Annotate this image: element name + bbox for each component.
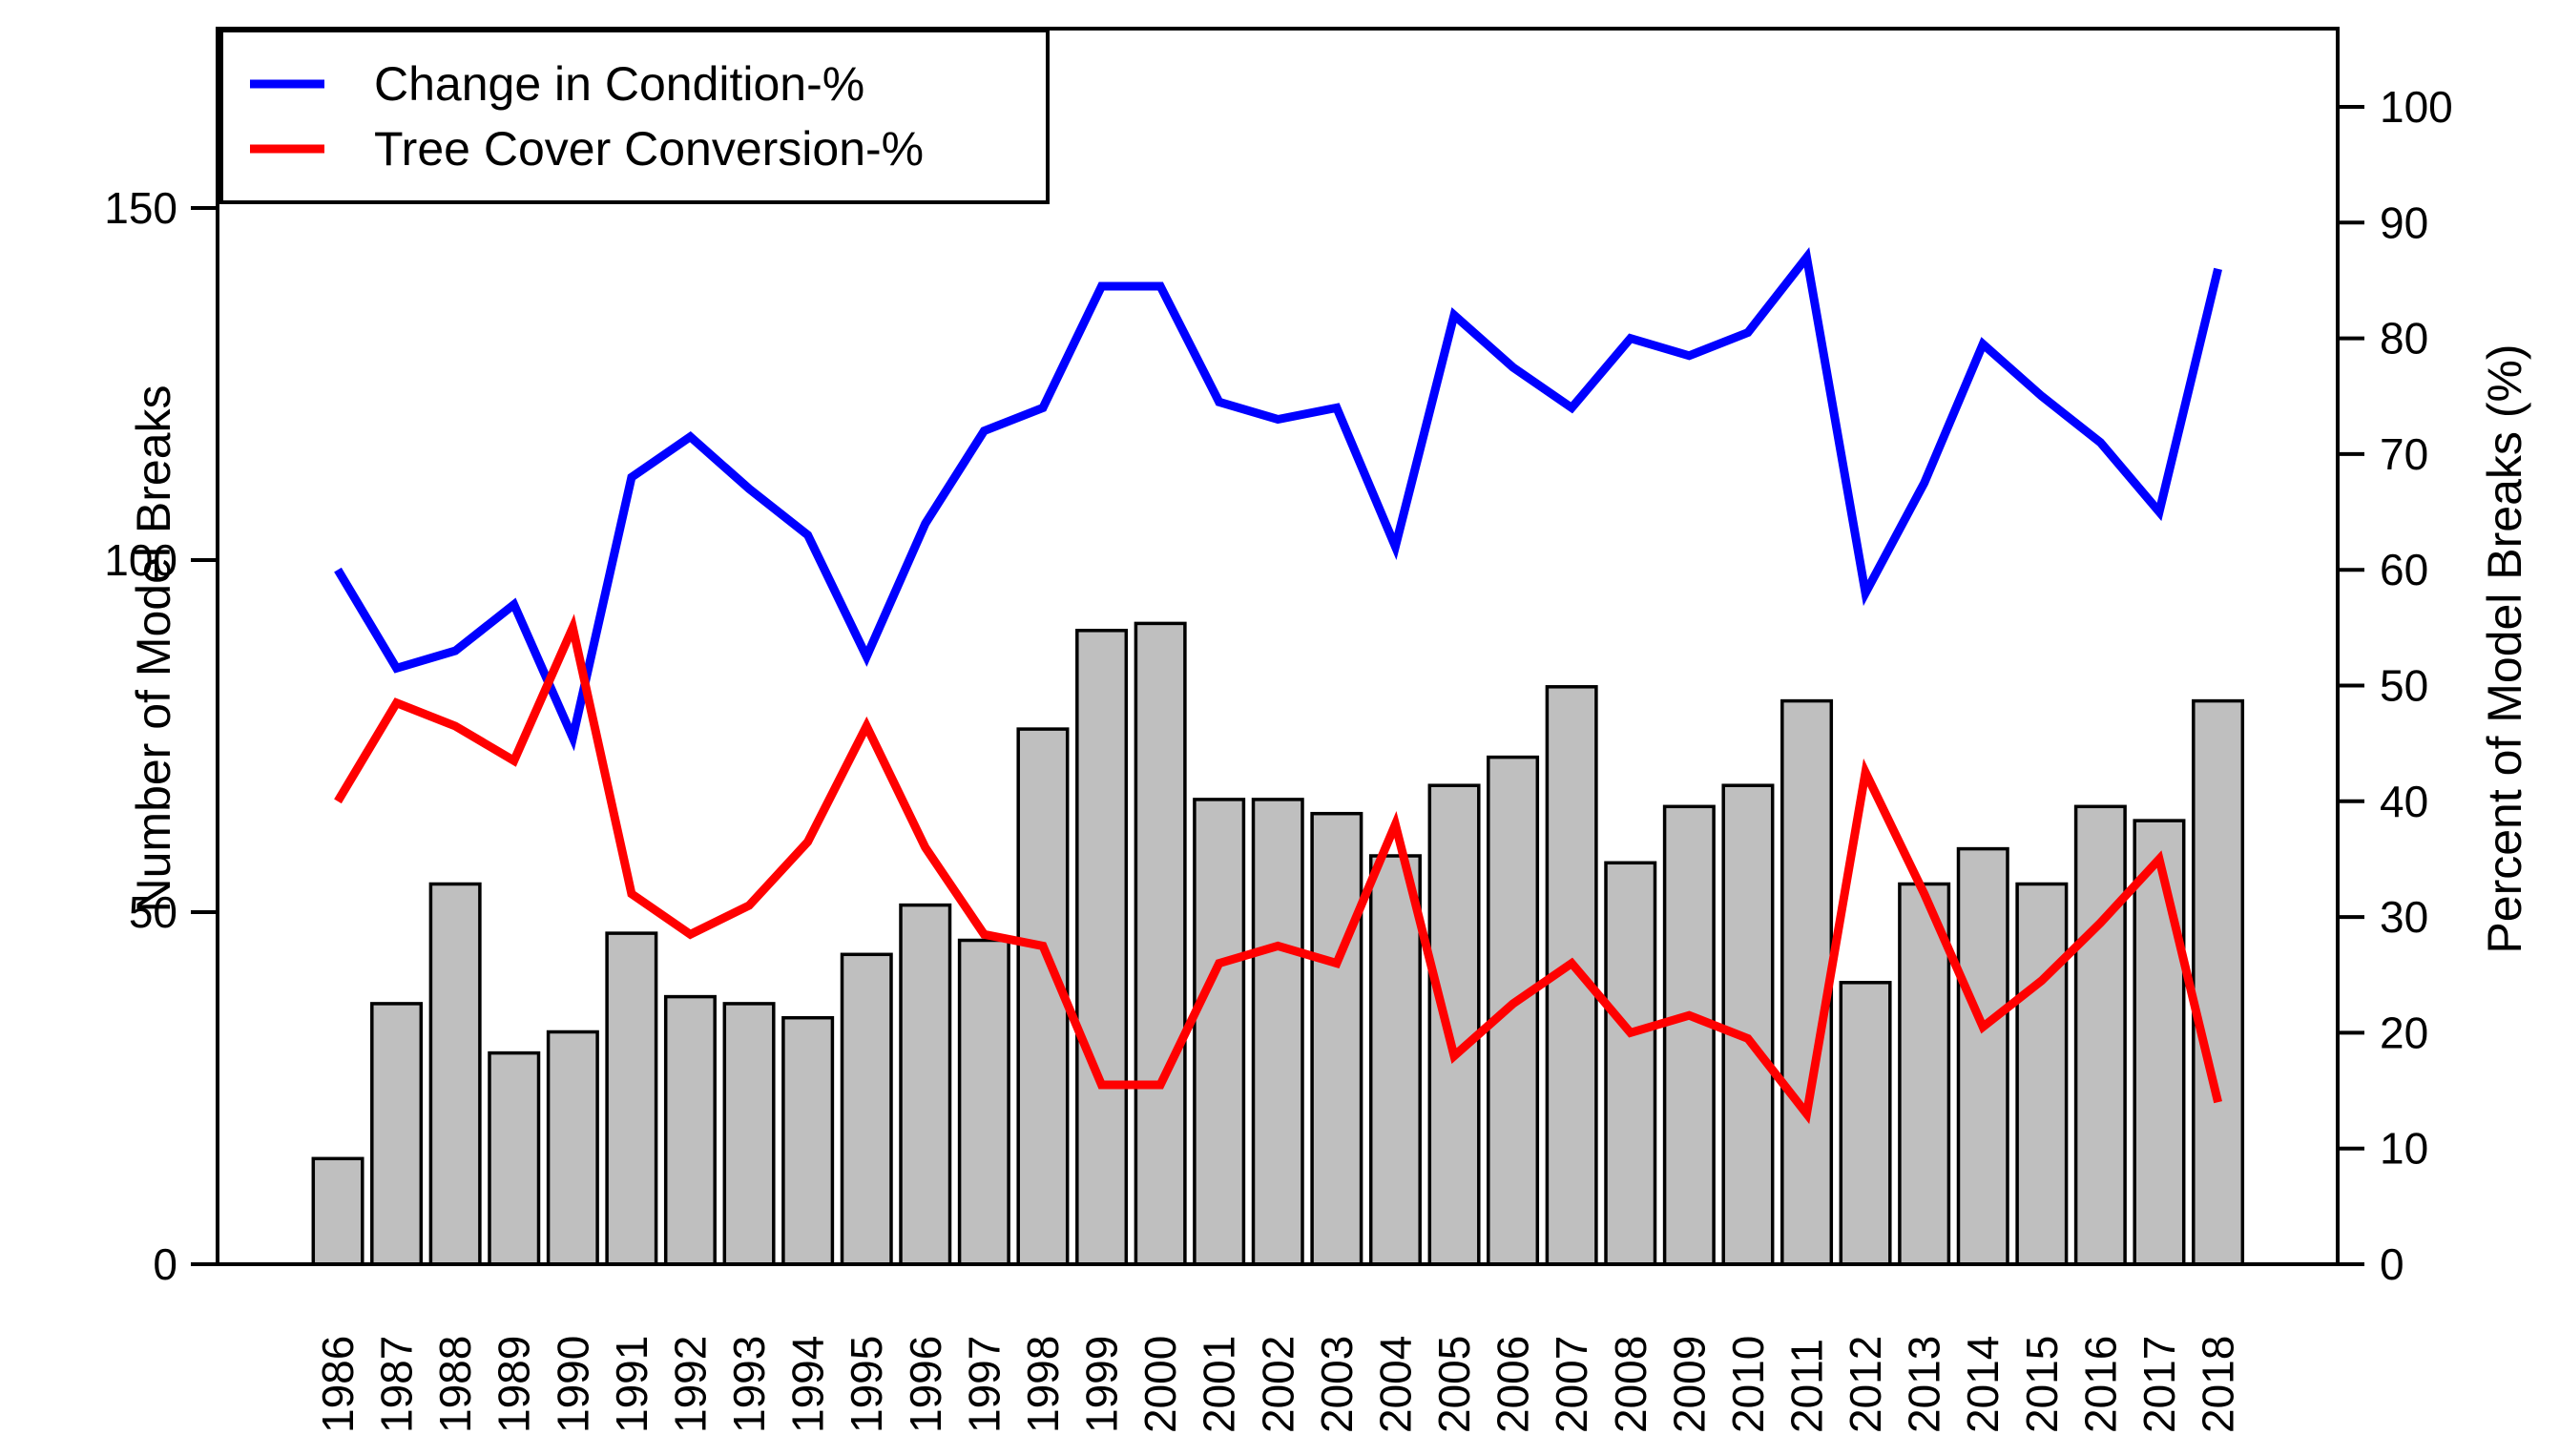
year-label-1995: 1995 (842, 1336, 891, 1433)
year-label-2002: 2002 (1253, 1336, 1302, 1433)
bar-2018 (2192, 698, 2245, 1266)
year-label-1999: 1999 (1077, 1336, 1127, 1433)
bar-1993 (722, 1002, 776, 1266)
bar-1987 (370, 1002, 424, 1266)
bar-2001 (1193, 798, 1246, 1266)
right-tick-label-10: 10 (2380, 1124, 2428, 1174)
bar-2005 (1427, 783, 1481, 1266)
year-label-1997: 1997 (959, 1336, 1009, 1433)
legend: Change in Condition-% Tree Cover Convers… (219, 29, 1050, 204)
year-label-1989: 1989 (489, 1336, 539, 1433)
legend-label-conversion: Tree Cover Conversion-% (374, 122, 924, 176)
right-tick-label-20: 20 (2380, 1008, 2428, 1057)
right-tick-label-100: 100 (2380, 82, 2453, 132)
bar-1986 (311, 1156, 364, 1266)
left-tick-label-100: 100 (104, 535, 177, 585)
x-axis: 1986 1987 1988 1989 1990 1991 1992 1993 1994 1995… (313, 1336, 2243, 1433)
legend-box (219, 29, 1050, 204)
right-axis-title: Percent of Model Breaks (%) (2478, 343, 2531, 953)
year-label-2011: 2011 (1782, 1339, 1832, 1433)
bar-2015 (2015, 882, 2069, 1266)
year-label-2017: 2017 (2134, 1336, 2184, 1433)
year-label-1991: 1991 (607, 1336, 656, 1433)
year-label-2008: 2008 (1606, 1336, 1655, 1433)
plot-frame (216, 27, 2340, 1266)
right-tick-label-40: 40 (2380, 777, 2428, 826)
bar-1999 (1075, 629, 1129, 1266)
left-tick-label-0: 0 (153, 1239, 177, 1289)
left-axis: 0 50 100 150 (104, 183, 218, 1289)
right-tick-label-90: 90 (2380, 198, 2428, 247)
year-label-2006: 2006 (1488, 1336, 1538, 1433)
bar-2017 (2133, 819, 2186, 1266)
year-label-2000: 2000 (1135, 1336, 1185, 1433)
bar-1991 (605, 931, 658, 1266)
year-label-2007: 2007 (1547, 1336, 1596, 1433)
year-label-2003: 2003 (1312, 1336, 1362, 1433)
year-label-1993: 1993 (724, 1336, 774, 1433)
bar-2006 (1487, 755, 1540, 1266)
bar-2003 (1310, 811, 1363, 1266)
bar-2004 (1368, 854, 1422, 1266)
bar-1996 (899, 903, 952, 1266)
year-label-1992: 1992 (666, 1336, 716, 1433)
year-label-2012: 2012 (1841, 1336, 1890, 1433)
year-label-1987: 1987 (372, 1336, 422, 1433)
bar-2009 (1662, 804, 1716, 1266)
year-label-1986: 1986 (313, 1336, 363, 1433)
year-label-1994: 1994 (783, 1336, 833, 1433)
bar-1988 (428, 882, 482, 1266)
year-label-2018: 2018 (2194, 1336, 2243, 1433)
bar-2000 (1134, 621, 1187, 1266)
year-label-2013: 2013 (1900, 1336, 1949, 1433)
year-label-2015: 2015 (2017, 1336, 2067, 1433)
year-label-2001: 2001 (1195, 1336, 1244, 1433)
right-axis: 0 10 20 30 40 50 60 70 80 90 100 (2338, 82, 2453, 1289)
left-tick-label-50: 50 (129, 887, 177, 937)
right-tick-label-70: 70 (2380, 429, 2428, 479)
right-tick-label-80: 80 (2380, 314, 2428, 364)
left-tick-label-150: 150 (104, 183, 177, 233)
bar-1997 (957, 938, 1010, 1266)
year-label-1996: 1996 (901, 1336, 950, 1433)
right-tick-label-30: 30 (2380, 892, 2428, 942)
bars-group (311, 621, 2245, 1266)
right-tick-label-50: 50 (2380, 661, 2428, 711)
legend-label-condition: Change in Condition-% (374, 57, 864, 111)
bar-2002 (1251, 798, 1304, 1266)
year-label-2014: 2014 (1958, 1336, 2008, 1433)
year-label-2016: 2016 (2075, 1336, 2125, 1433)
bar-2012 (1839, 981, 1892, 1266)
bar-2014 (1956, 846, 2009, 1266)
bar-1992 (663, 994, 717, 1266)
bar-1994 (781, 1015, 835, 1266)
right-tick-label-0: 0 (2380, 1239, 2404, 1289)
bar-2010 (1721, 783, 1775, 1266)
bar-2008 (1604, 861, 1657, 1266)
year-label-2009: 2009 (1664, 1336, 1714, 1433)
bar-1989 (488, 1050, 541, 1266)
bar-2011 (1780, 698, 1834, 1266)
tree-cover-conversion-line (334, 614, 2222, 1125)
year-label-1988: 1988 (430, 1336, 480, 1433)
right-tick-label-60: 60 (2380, 545, 2428, 594)
bar-2016 (2073, 804, 2127, 1266)
bar-1990 (546, 1030, 599, 1266)
change-in-condition-line (334, 246, 2222, 752)
left-axis-title: Number of Model Breaks (127, 385, 180, 912)
year-label-2004: 2004 (1370, 1336, 1420, 1433)
year-label-2010: 2010 (1723, 1336, 1773, 1433)
year-label-2005: 2005 (1429, 1336, 1479, 1433)
year-label-1990: 1990 (548, 1336, 597, 1433)
bar-1995 (840, 952, 893, 1266)
year-label-1998: 1998 (1018, 1336, 1068, 1433)
